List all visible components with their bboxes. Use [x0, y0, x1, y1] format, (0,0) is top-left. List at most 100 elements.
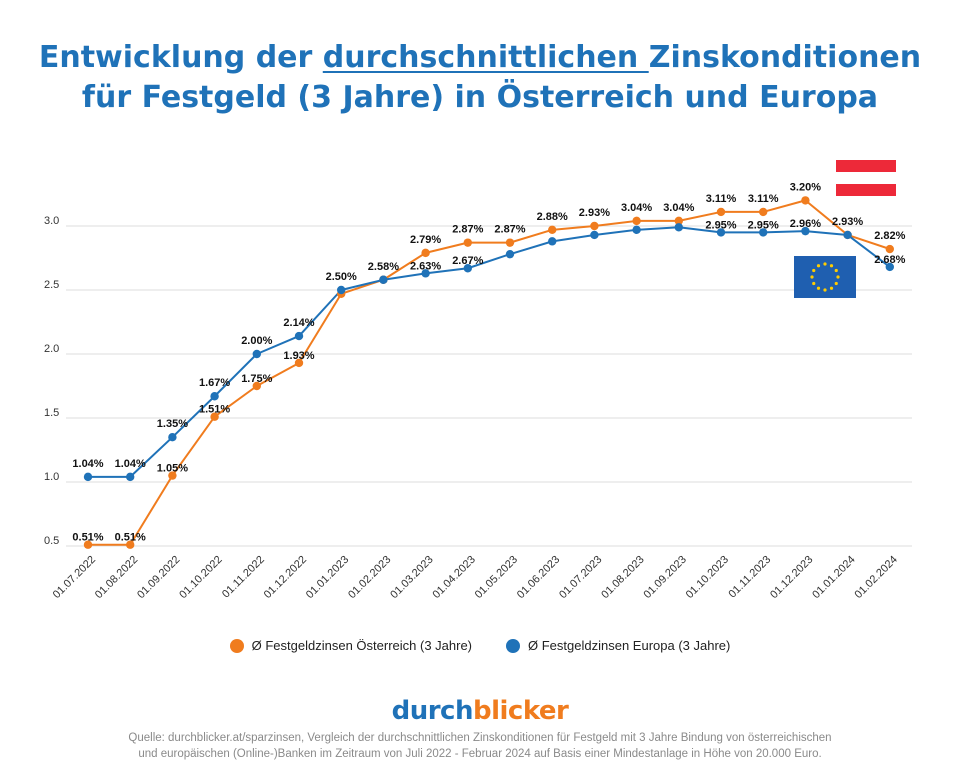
data-point-europe: [505, 249, 515, 259]
data-label-europe: 1.04%: [72, 458, 103, 470]
eu-star-icon: [836, 275, 840, 279]
x-tick-label: 01.05.2023: [473, 554, 520, 601]
title-text-underlined: durchschnittlichen: [322, 40, 649, 75]
data-label-europe: 2.96%: [790, 218, 821, 230]
legend-item-austria: Ø Festgeldzinsen Österreich (3 Jahre): [229, 638, 472, 653]
brand-logo: durchblicker: [0, 696, 960, 726]
x-tick-label: 01.06.2023: [515, 554, 562, 601]
data-label-austria: 2.87%: [494, 224, 525, 236]
legend-label-europe: Ø Festgeldzinsen Europa (3 Jahre): [528, 638, 731, 653]
y-tick-label: 2.0: [44, 343, 59, 355]
legend-marker-austria: [229, 638, 244, 653]
data-label-europe: 2.67%: [452, 255, 483, 267]
eu-star-icon: [816, 264, 821, 268]
x-tick-label: 01.07.2022: [51, 554, 98, 601]
chart-title: Entwicklung der durchschnittlichen Zinsk…: [0, 38, 960, 118]
data-point-austria: [801, 196, 810, 205]
legend-item-europe: Ø Festgeldzinsen Europa (3 Jahre): [506, 638, 730, 653]
data-point-austria: [126, 540, 135, 549]
data-point-europe: [463, 264, 472, 273]
data-point-europe: [83, 472, 93, 482]
data-label-europe: 2.95%: [748, 219, 779, 231]
legend-marker-europe: [506, 638, 521, 653]
data-point-europe: [337, 285, 346, 295]
x-tick-label: 01.09.2022: [135, 554, 182, 601]
x-tick-label: 01.07.2023: [557, 554, 604, 601]
source-line-1: Quelle: durchblicker.at/sparzinsen, Verg…: [128, 732, 832, 744]
data-label-austria: 0.51%: [72, 532, 103, 544]
title-text-post: Zinskonditionen: [648, 40, 922, 75]
flags: [794, 160, 896, 298]
data-point-austria: [252, 381, 261, 391]
data-label-austria: 2.58%: [368, 261, 399, 273]
data-label-austria: 3.11%: [706, 193, 737, 205]
y-tick-label: 2.5: [44, 279, 59, 291]
x-tick-label: 01.12.2022: [262, 554, 309, 601]
data-point-europe: [294, 331, 304, 341]
data-point-austria: [294, 358, 304, 368]
x-tick-label: 01.11.2022: [220, 554, 267, 601]
x-tick-label: 01.01.2023: [304, 554, 351, 601]
data-label-europe: 1.35%: [157, 418, 188, 430]
eu-star-icon: [812, 281, 816, 286]
series-line-austria: [88, 199, 891, 546]
title-line-2: für Festgeld (3 Jahre) in Österreich und…: [81, 80, 879, 115]
data-point-austria: [83, 540, 93, 549]
data-label-europe: 2.63%: [410, 260, 441, 272]
brand-part-1: durch: [391, 696, 474, 726]
data-label-austria: 1.75%: [241, 373, 272, 385]
data-label-europe: 1.67%: [199, 377, 230, 389]
eu-star-icon: [823, 288, 827, 292]
data-point-austria: [759, 207, 768, 217]
series-line-europe: [88, 226, 891, 478]
data-point-europe: [421, 269, 430, 278]
data-point-europe: [801, 226, 810, 236]
x-tick-label: 01.11.2023: [726, 554, 773, 601]
eu-star-icon: [834, 268, 838, 273]
eu-star-icon: [812, 268, 816, 273]
y-tick-label: 0.5: [44, 535, 59, 547]
data-label-austria: 3.20%: [790, 181, 821, 193]
eu-star-icon: [829, 264, 834, 268]
x-tick-label: 01.08.2023: [599, 554, 646, 601]
series-lines: [88, 199, 891, 546]
eu-flag-icon: [794, 256, 856, 298]
data-label-austria: 2.93%: [579, 207, 610, 219]
data-point-europe: [716, 228, 726, 237]
y-tick-label: 3.0: [44, 215, 59, 227]
data-label-austria: 1.93%: [283, 350, 314, 362]
x-tick-label: 01.10.2022: [177, 554, 224, 601]
y-tick-label: 1.5: [44, 407, 59, 419]
data-label-europe: 2.95%: [705, 219, 736, 231]
data-point-europe: [379, 275, 388, 284]
data-label-europe: 1.04%: [115, 458, 146, 470]
data-point-austria: [885, 244, 894, 254]
y-tick-label: 1.0: [44, 471, 59, 483]
data-label-austria: 0.51%: [115, 532, 146, 544]
eu-star-icon: [816, 286, 821, 290]
data-point-europe: [548, 237, 557, 246]
data-label-austria: 2.79%: [410, 234, 441, 246]
title-text-pre: Entwicklung der: [38, 40, 323, 75]
data-label-austria: 2.88%: [537, 211, 568, 223]
data-label-austria: 1.05%: [157, 463, 188, 475]
data-point-austria: [632, 216, 641, 226]
data-point-austria: [590, 221, 599, 231]
data-point-austria: [674, 216, 683, 226]
data-label-austria: 2.82%: [874, 230, 905, 242]
series-points: [83, 196, 894, 549]
data-point-europe: [210, 392, 219, 401]
x-tick-label: 01.02.2024: [853, 554, 900, 601]
data-point-austria: [168, 471, 177, 480]
data-point-austria: [505, 238, 515, 247]
data-point-europe: [674, 223, 683, 232]
data-point-austria: [210, 412, 219, 421]
data-point-europe: [759, 228, 768, 237]
brand-part-2: blicker: [472, 696, 569, 726]
data-point-europe: [252, 349, 261, 359]
data-label-europe: 2.68%: [874, 254, 905, 266]
data-label-europe: 2.00%: [241, 335, 272, 347]
chart-legend: Ø Festgeldzinsen Österreich (3 Jahre) Ø …: [0, 638, 960, 653]
data-point-europe: [126, 472, 135, 482]
